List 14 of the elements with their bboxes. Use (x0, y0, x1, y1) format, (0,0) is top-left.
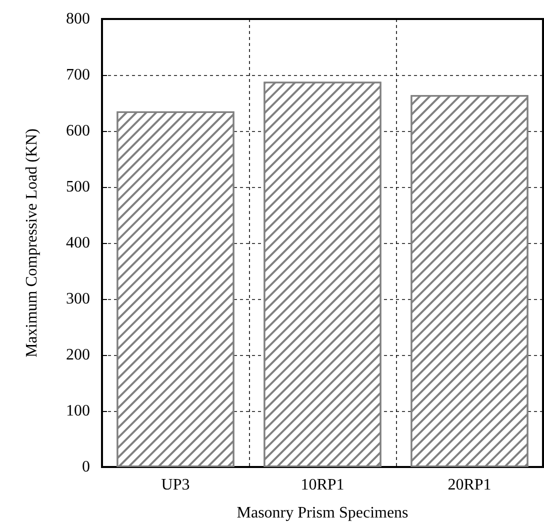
y-tick-label: 500 (66, 178, 90, 196)
y-tick-label: 700 (66, 66, 90, 84)
y-tick-label: 0 (82, 458, 90, 476)
y-tick-label: 100 (66, 402, 90, 420)
y-tick-label: 600 (66, 122, 90, 140)
y-tick-label: 300 (66, 290, 90, 308)
y-tick-label: 200 (66, 346, 90, 364)
x-tick-label: 10RP1 (300, 476, 344, 494)
x-tick-label: UP3 (161, 476, 190, 494)
y-tick-label: 800 (66, 10, 90, 28)
x-axis-title: Masonry Prism Specimens (236, 504, 408, 522)
y-tick-label: 400 (66, 234, 90, 252)
y-axis-title: Maximum Compressive Load (KN) (24, 128, 40, 358)
x-tick-label: 20RP1 (448, 476, 492, 494)
